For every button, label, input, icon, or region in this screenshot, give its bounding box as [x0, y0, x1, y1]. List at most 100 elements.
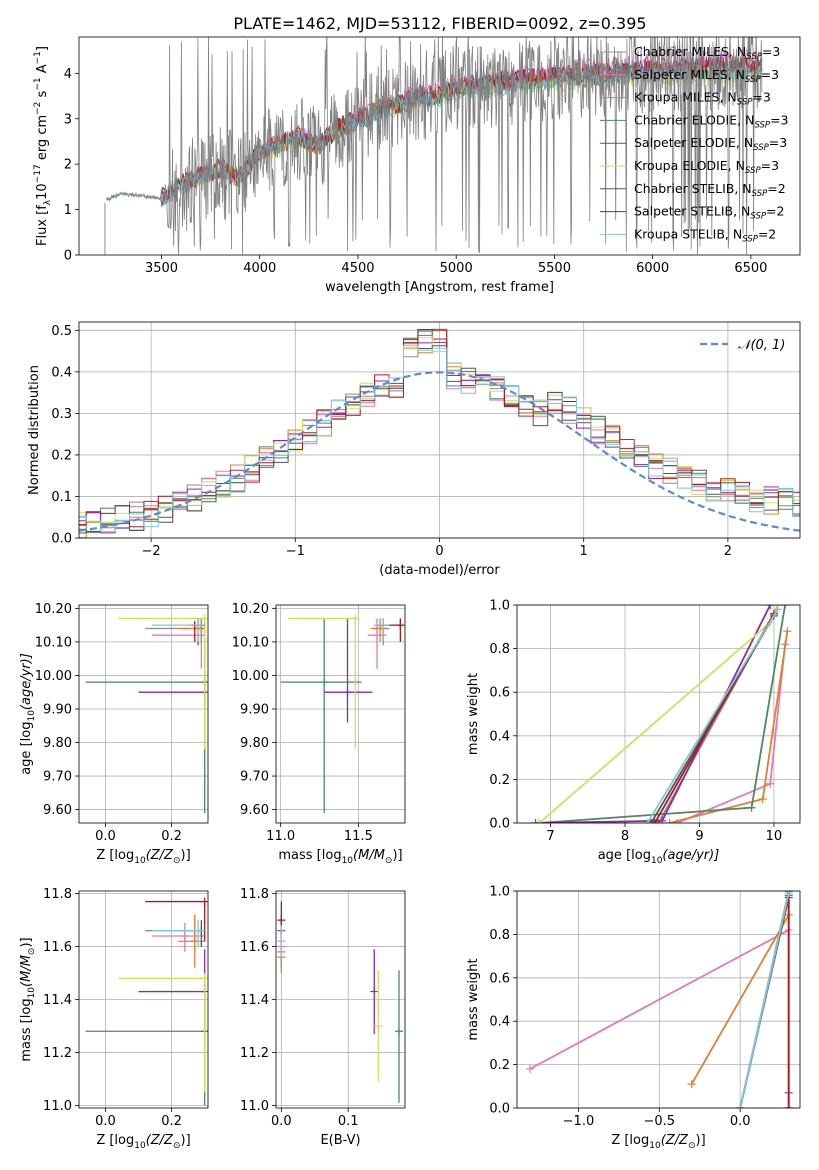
y-tick-label: 0: [64, 249, 72, 264]
legend-entry: 𝒩(0, 1): [738, 338, 785, 353]
data-point: [85, 973, 208, 1106]
y-tick-label: 0.1: [51, 490, 72, 505]
weight-marker: [773, 605, 782, 614]
y-axis-label: mass [log10(M/M⊙)]: [19, 937, 37, 1061]
axes-frame: [275, 890, 406, 1109]
data-point: [277, 925, 286, 958]
weight-line: [538, 605, 779, 823]
axes-frame: [78, 890, 209, 1109]
axes-frame: [516, 604, 801, 824]
y-tick-label: 0.4: [489, 1015, 510, 1030]
y-axis-label: Flux [fλ10−17 erg cm−2 s−1 A−1]: [33, 46, 53, 246]
weight-line: [646, 608, 779, 823]
weight-marker: [784, 891, 793, 898]
weight-marker: [781, 605, 790, 609]
y-tick-label: 9.90: [43, 702, 72, 717]
point-marker: [374, 1021, 383, 1030]
y-tick-label: 0.5: [51, 324, 72, 339]
x-tick-label: 11.0: [266, 829, 295, 844]
weight-marker: [643, 819, 652, 823]
weight-marker: [783, 627, 792, 636]
weight-marker: [531, 819, 540, 823]
panel-mass-vs-Z: 0.0 0.2 11.0 11.2 11.4 11.6 11.8 Z [log10(Z/Z⊙)…: [19, 887, 209, 1151]
data-spectrum-line: [106, 37, 763, 255]
point-marker: [200, 897, 208, 906]
y-tick-label: 11.4: [43, 993, 72, 1008]
y-tick-label: 0.4: [51, 365, 72, 380]
x-axis-label: mass [log10(M/M⊙)]: [278, 848, 402, 866]
y-tick-label: 10.00: [35, 669, 72, 684]
y-tick-label: 0.8: [489, 928, 510, 943]
x-tick-label: 4000: [243, 261, 276, 276]
panel-spectrum: 3500 4000 4500 5000 5500 6000 6500 0 1 2 3 4 wavelen…: [33, 36, 801, 295]
data-point: [151, 922, 205, 952]
y-tick-label: 4: [64, 67, 72, 82]
x-tick-label: −2: [142, 544, 161, 559]
plot-area: [85, 897, 208, 1106]
x-tick-label: 9: [695, 829, 703, 844]
x-tick-label: 6500: [734, 261, 767, 276]
point-marker: [320, 678, 329, 687]
y-tick-label: 9.80: [240, 736, 269, 751]
y-tick-label: 0.6: [489, 686, 510, 701]
y-axis-label: Normed distribution: [27, 365, 42, 495]
data-point: [373, 618, 390, 642]
x-tick-label: 3500: [145, 261, 178, 276]
point-marker: [396, 621, 405, 630]
x-tick-label: 8: [621, 829, 629, 844]
data-point: [145, 618, 206, 646]
y-tick-label: 0.2: [489, 1058, 510, 1073]
histogram-series: [79, 339, 800, 534]
x-tick-label: −1: [286, 544, 305, 559]
plot-area: [531, 605, 792, 823]
x-tick-label: 10: [766, 829, 783, 844]
y-tick-label: 10.20: [232, 602, 269, 617]
panel-weight-vs-age: 7 8 9 10 0.0 0.2 0.4 0.6 0.8 1.0 age [log10(age/yr…: [466, 599, 801, 866]
x-axis-label: age [log10(age/yr)]: [598, 848, 720, 866]
x-tick-label: −0.5: [644, 1114, 676, 1129]
data-point: [280, 618, 362, 813]
x-tick-label: 6000: [636, 261, 669, 276]
weight-marker: [766, 779, 775, 788]
weight-marker: [665, 819, 674, 823]
x-tick-label: 5500: [538, 261, 571, 276]
plot-area: [104, 37, 763, 255]
weight-marker: [766, 605, 775, 609]
weight-marker: [747, 803, 756, 812]
y-tick-label: 0.2: [51, 448, 72, 463]
plot-area: [277, 901, 403, 1103]
x-tick-label: 0.0: [95, 829, 116, 844]
x-axis-label: Z [log10(Z/Z⊙)]: [96, 1133, 190, 1151]
data-point: [118, 973, 208, 1093]
point-marker: [351, 614, 360, 623]
data-point: [138, 949, 208, 1032]
point-marker: [343, 688, 352, 697]
legend-entry: Salpeter MILES, NSSP=3: [634, 67, 779, 85]
legend-entry: Chabrier MILES, NSSP=3: [634, 44, 780, 62]
y-tick-label: 11.4: [240, 993, 269, 1008]
x-tick-label: 4500: [341, 261, 374, 276]
y-tick-label: 10.10: [232, 635, 269, 650]
weight-line: [529, 929, 790, 1070]
weight-marker: [647, 819, 656, 823]
y-tick-label: 10.00: [232, 669, 269, 684]
x-tick-label: 1: [580, 544, 588, 559]
weight-line: [669, 631, 789, 823]
point-marker: [180, 931, 189, 940]
plot-area: [85, 614, 208, 813]
weight-marker: [658, 816, 667, 823]
y-tick-label: 9.70: [240, 770, 269, 785]
axes-frame: [78, 604, 209, 824]
point-marker: [277, 937, 286, 946]
point-marker: [200, 614, 208, 623]
y-tick-label: 0.0: [489, 1102, 510, 1117]
data-point: [178, 914, 205, 968]
x-tick-label: −1.0: [563, 1114, 595, 1129]
plot-area: [525, 891, 793, 1108]
x-tick-label: 0.0: [730, 1114, 751, 1129]
y-tick-label: 0.3: [51, 407, 72, 422]
y-tick-label: 2: [64, 158, 72, 173]
x-axis-label: (data-model)/error: [379, 563, 500, 578]
weight-line: [535, 605, 772, 823]
